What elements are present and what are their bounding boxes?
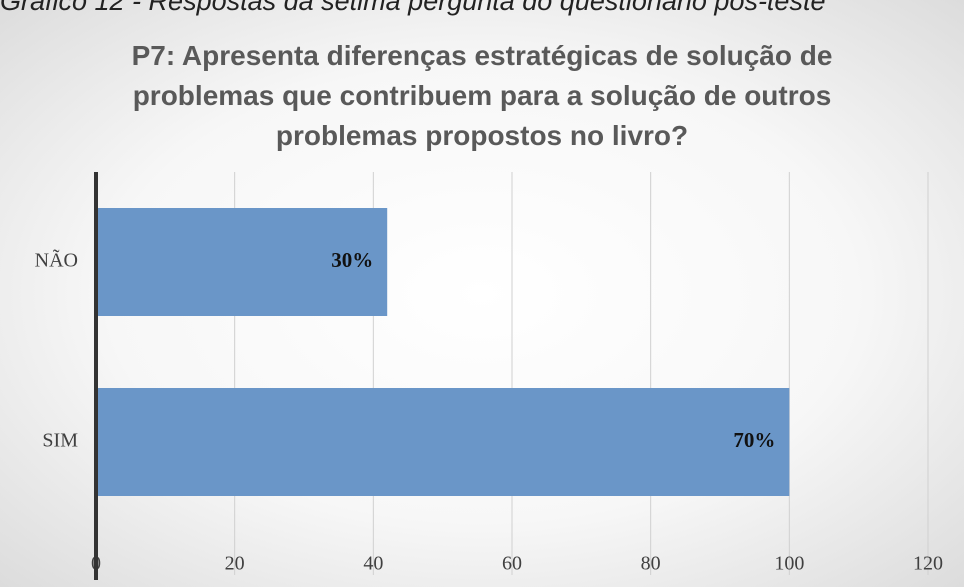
x-tick-label: 80: [641, 553, 661, 575]
bar: [96, 208, 388, 316]
x-tick-label: 40: [363, 553, 383, 575]
chart-title: P7: Apresenta diferenças estratégicas de…: [131, 40, 833, 151]
caption: Gráfico 12 - Respostas da sétima pergunt…: [0, 0, 826, 16]
data-label: 30%: [331, 248, 373, 272]
x-tick-label: 100: [774, 553, 804, 575]
data-label: 70%: [733, 428, 775, 452]
y-tick-label: SIM: [42, 430, 78, 452]
x-tick-label: 120: [913, 553, 943, 575]
bar: [96, 388, 790, 496]
x-tick-label: 20: [225, 553, 245, 575]
y-tick-label: NÃO: [35, 248, 78, 272]
x-tick-label: 60: [502, 553, 522, 575]
